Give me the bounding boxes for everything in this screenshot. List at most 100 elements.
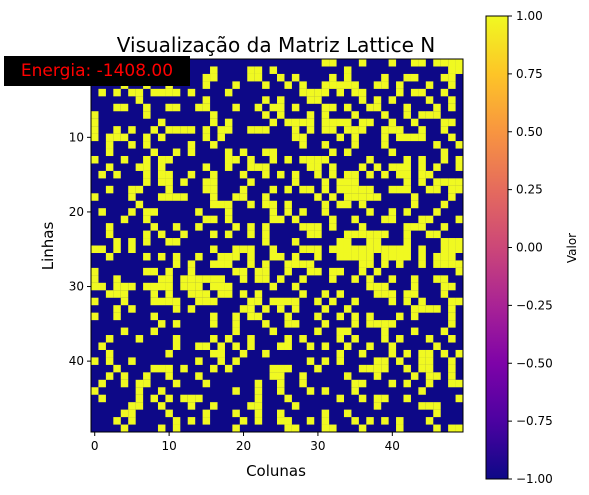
colorbar-tick-label: −0.25 — [516, 298, 553, 312]
heatmap-cell — [120, 215, 129, 224]
heatmap-cell — [381, 290, 389, 298]
heatmap-cell — [299, 185, 307, 194]
heatmap-cell — [277, 364, 285, 373]
heatmap-cell — [336, 238, 345, 246]
heatmap-cell — [187, 305, 196, 313]
heatmap-cell — [291, 170, 300, 179]
heatmap-cell — [388, 185, 397, 194]
heatmap-cell — [291, 178, 300, 186]
heatmap-cell — [150, 267, 159, 276]
heatmap-cell — [448, 357, 456, 365]
heatmap-cell — [98, 282, 106, 291]
heatmap-cell — [254, 267, 263, 276]
heatmap-cell — [254, 402, 263, 410]
heatmap-cell — [143, 170, 151, 179]
heatmap-cell — [195, 357, 203, 365]
heatmap-cell — [433, 178, 441, 186]
heatmap-cell — [358, 200, 367, 209]
heatmap-cell — [440, 223, 449, 231]
heatmap-cell — [113, 417, 121, 425]
heatmap-cell — [351, 185, 359, 194]
heatmap-cell — [381, 170, 389, 179]
heatmap-cell — [277, 252, 285, 261]
x-tick-label: 20 — [236, 439, 251, 453]
heatmap-cell — [157, 364, 166, 373]
heatmap-cell — [217, 290, 225, 298]
heatmap-cell — [187, 282, 196, 291]
heatmap-cell — [381, 133, 389, 142]
heatmap-cell — [448, 245, 456, 254]
heatmap-cell — [433, 342, 441, 350]
heatmap-cell — [232, 103, 240, 112]
heatmap-cell — [210, 141, 218, 149]
heatmap-cell — [247, 402, 255, 410]
heatmap-cell — [321, 103, 330, 112]
heatmap-cell — [329, 81, 337, 89]
heatmap-cell — [232, 193, 240, 201]
heatmap-cell — [187, 402, 196, 410]
heatmap-cell — [120, 282, 129, 291]
heatmap-cell — [113, 364, 121, 373]
heatmap-cell — [210, 335, 218, 343]
heatmap-cell — [433, 141, 441, 149]
heatmap-cell — [239, 417, 248, 425]
heatmap-cell — [239, 349, 248, 358]
heatmap-cell — [366, 312, 374, 321]
heatmap-cell — [172, 424, 181, 433]
heatmap-cell — [157, 170, 166, 179]
heatmap-cell — [336, 357, 345, 365]
heatmap-cell — [455, 141, 464, 149]
heatmap-cell — [187, 417, 196, 425]
heatmap-cell — [91, 245, 99, 254]
heatmap-cell — [351, 88, 359, 97]
heatmap-cell — [262, 193, 270, 201]
heatmap-cell — [217, 357, 225, 365]
heatmap-cell — [343, 126, 352, 134]
heatmap-cell — [262, 170, 270, 179]
heatmap-cell — [128, 185, 136, 194]
heatmap-cell — [187, 275, 196, 283]
heatmap-cell — [128, 282, 136, 291]
heatmap-cell — [455, 178, 464, 186]
heatmap-cell — [306, 357, 315, 365]
heatmap-cell — [343, 305, 352, 313]
heatmap-cell — [403, 297, 411, 306]
heatmap-cell — [410, 118, 419, 127]
heatmap-cell — [143, 238, 151, 246]
heatmap-cell — [329, 103, 337, 112]
energy-annotation: Energia: -1408.00 — [4, 56, 190, 86]
heatmap-cell — [202, 81, 211, 89]
heatmap-cell — [381, 81, 389, 89]
heatmap-cell — [262, 267, 270, 276]
heatmap-cell — [247, 73, 255, 82]
heatmap-cell — [321, 424, 330, 433]
heatmap-cell — [291, 103, 300, 112]
heatmap-cell — [396, 312, 404, 321]
heatmap-cell — [418, 88, 426, 97]
heatmap-cell — [91, 111, 99, 119]
heatmap-cell — [269, 364, 278, 373]
heatmap-cell — [373, 364, 382, 373]
heatmap-cell — [448, 312, 456, 321]
heatmap-cell — [403, 155, 411, 164]
heatmap-cell — [143, 208, 151, 216]
heatmap-cell — [381, 320, 389, 328]
heatmap-cell — [418, 215, 426, 224]
heatmap-cell — [351, 275, 359, 283]
heatmap-cell — [165, 193, 173, 201]
heatmap-cell — [195, 275, 203, 283]
heatmap-cell — [366, 230, 374, 239]
heatmap-cell — [425, 96, 434, 104]
heatmap-cell — [284, 320, 292, 328]
heatmap-cell — [440, 59, 449, 67]
heatmap-cell — [381, 215, 389, 224]
colorbar-tick-label: −0.50 — [516, 356, 553, 370]
heatmap-cell — [433, 163, 441, 171]
heatmap-cell — [143, 282, 151, 291]
heatmap-cell — [336, 81, 345, 89]
heatmap-cell — [448, 59, 456, 67]
heatmap-cell — [113, 312, 121, 321]
heatmap-cell — [351, 215, 359, 224]
heatmap-cell — [157, 133, 166, 142]
heatmap-cell — [366, 245, 374, 254]
